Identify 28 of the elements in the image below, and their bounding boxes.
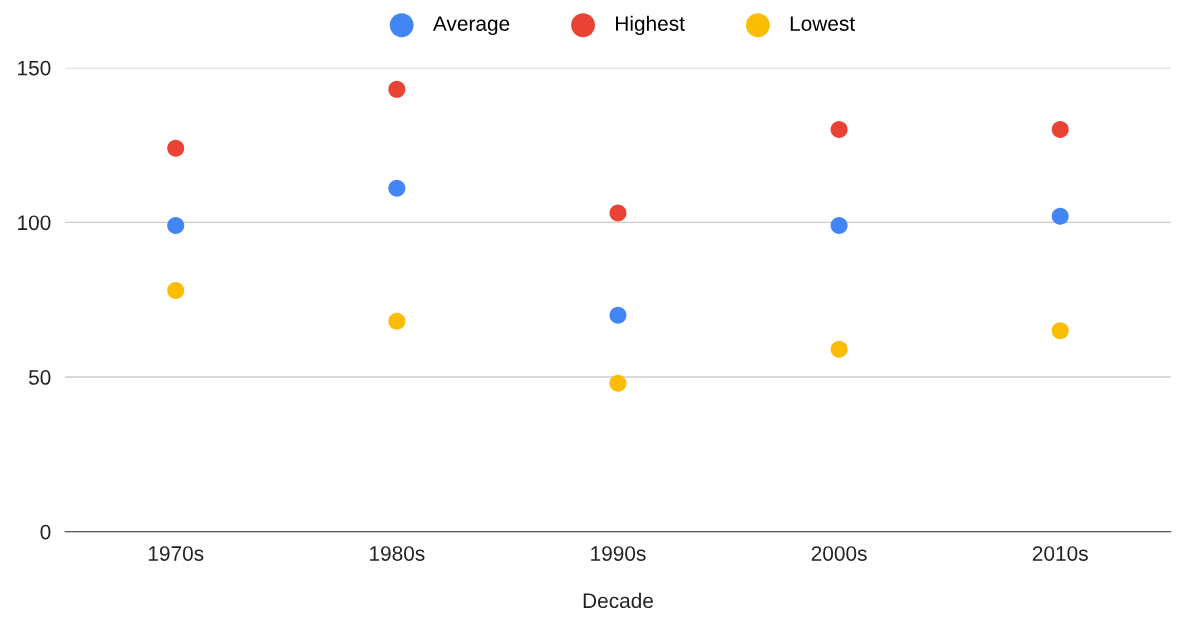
point [388, 179, 406, 197]
x-tick-label: 1970s [148, 546, 204, 561]
x-tick-label: 1980s [370, 546, 425, 561]
point [830, 216, 848, 234]
point [609, 374, 627, 392]
point [167, 281, 185, 299]
point [167, 139, 185, 157]
point [388, 80, 406, 98]
legend-label: Highest [616, 15, 685, 36]
y-tick-label: 50 [28, 370, 51, 385]
point [1051, 207, 1069, 225]
point [1051, 121, 1069, 139]
x-tick-label: 1990s [591, 546, 646, 561]
point [609, 306, 627, 324]
x-tick-label: 2010s [1032, 546, 1088, 561]
point [609, 204, 627, 222]
point [830, 121, 848, 139]
y-tick-label: 100 [18, 215, 51, 231]
x-axis-title: Decade [583, 592, 653, 609]
y-tick-label: 0 [40, 524, 51, 540]
legend-label: Lowest [790, 16, 855, 31]
x-tick-label: 2000s [811, 546, 867, 561]
point [1051, 322, 1069, 340]
y-tick-label: 150 [18, 60, 51, 76]
point [167, 216, 185, 234]
legend-label: Average [432, 16, 510, 36]
point [388, 312, 406, 330]
point [830, 340, 848, 358]
